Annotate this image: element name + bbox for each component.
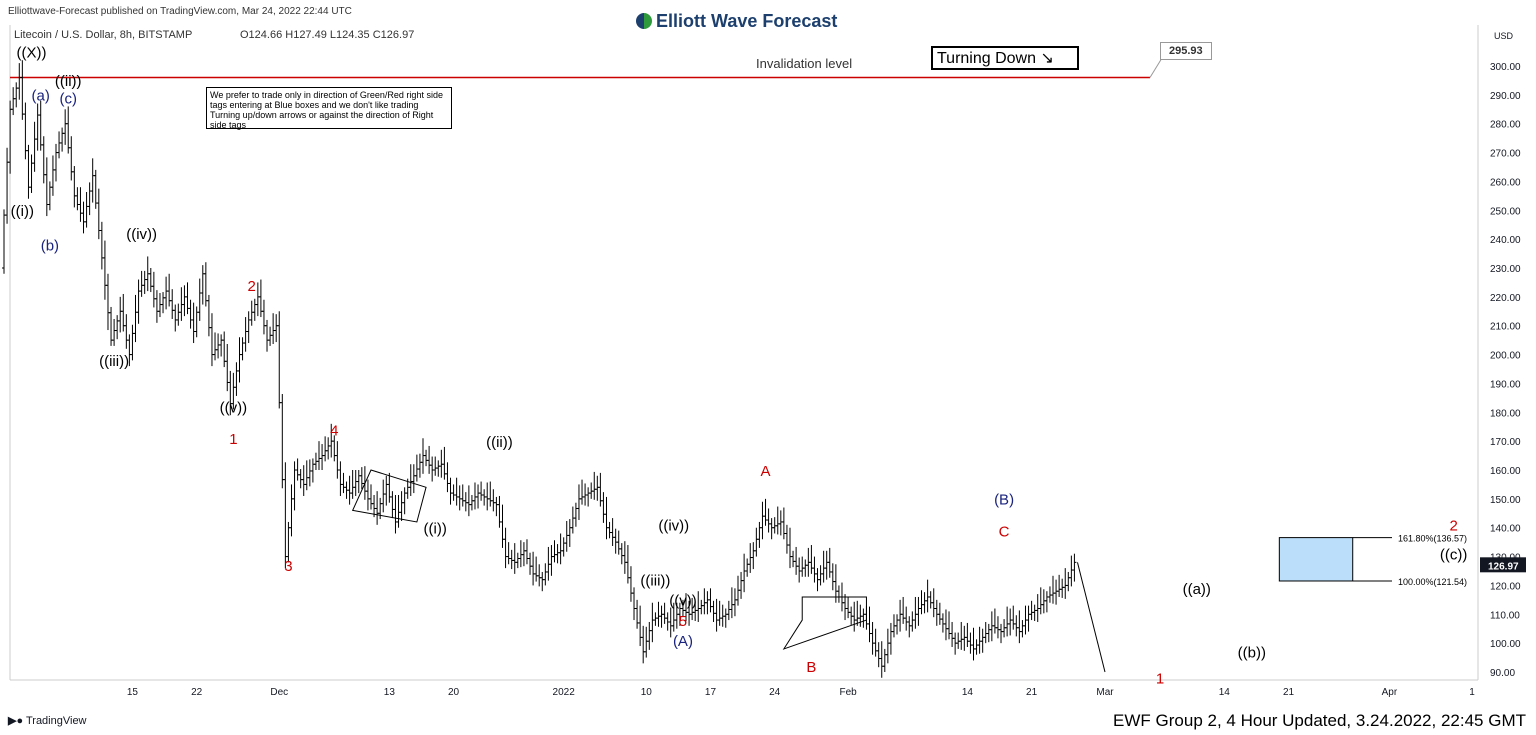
wave-label: ((v)) <box>220 399 247 416</box>
y-tick-label: 150.00 <box>1490 495 1521 506</box>
x-tick-label: 24 <box>769 687 781 698</box>
triangle-pattern <box>351 469 427 523</box>
x-tick-label: 22 <box>191 687 203 698</box>
symbol-title[interactable]: Litecoin / U.S. Dollar, 8h, BITSTAMP <box>14 29 193 41</box>
wave-label: ((ii)) <box>55 73 82 90</box>
y-tick-label: 300.00 <box>1490 62 1521 73</box>
arrow-down-right-icon: ↘ <box>1040 50 1054 67</box>
tradingview-text: TradingView <box>25 715 87 727</box>
y-tick-label: 240.00 <box>1490 235 1521 246</box>
y-tick-label: 280.00 <box>1490 120 1521 131</box>
last-price-label: 126.97 <box>1488 561 1519 572</box>
wave-label: ((X)) <box>17 44 47 61</box>
wave-label: ((iii)) <box>640 572 670 589</box>
last-price-tag <box>1480 557 1526 573</box>
logo-mark-icon <box>636 13 652 29</box>
tradingview-logo-icon: ▶● <box>8 715 24 727</box>
wave-label: ((i)) <box>11 203 34 220</box>
y-tick-label: 120.00 <box>1490 581 1521 592</box>
ewf-logo: Elliott Wave Forecast <box>636 11 837 32</box>
y-tick-label: 170.00 <box>1490 437 1521 448</box>
wave-label: (a) <box>32 88 50 105</box>
wave-label: 3 <box>284 558 292 575</box>
y-tick-label: 100.00 <box>1490 639 1521 650</box>
wave-label: B <box>806 659 816 676</box>
wave-label: A <box>761 463 771 480</box>
y-tick-label: 110.00 <box>1490 610 1520 621</box>
wave-label: 1 <box>1156 671 1164 688</box>
y-tick-label: 220.00 <box>1490 293 1521 304</box>
x-tick-label: 1 <box>1469 687 1475 698</box>
x-tick-label: 10 <box>641 687 653 698</box>
fib-label-bottom: 100.00%(121.54) <box>1398 577 1467 587</box>
y-tick-label: 230.00 <box>1490 264 1521 275</box>
published-line: Elliottwave-Forecast published on Tradin… <box>8 6 352 17</box>
x-tick-label: Mar <box>1096 687 1114 698</box>
wave-label: 5 <box>679 613 687 630</box>
wave-label: ((c)) <box>1440 546 1467 563</box>
x-tick-label: Apr <box>1382 687 1398 698</box>
x-tick-label: 15 <box>127 687 139 698</box>
wave-label: (B) <box>994 492 1014 509</box>
wave-label: C <box>999 523 1010 540</box>
y-tick-label: 180.00 <box>1490 408 1521 419</box>
caption: EWF Group 2, 4 Hour Updated, 3.24.2022, … <box>1113 711 1526 730</box>
x-tick-label: 2022 <box>553 687 576 698</box>
currency-label: USD <box>1494 31 1514 41</box>
ohlc-readout: O124.66 H127.49 L124.35 C126.97 <box>240 29 415 41</box>
x-tick-label: 17 <box>705 687 717 698</box>
x-tick-label: Dec <box>270 687 288 698</box>
turning-down-tag: Turning Down ↘ <box>931 46 1079 70</box>
invalidation-label: Invalidation level <box>756 56 853 71</box>
wave-label: ((iv)) <box>658 518 689 535</box>
blue-box <box>1278 537 1354 582</box>
wave-label: 2 <box>248 278 256 295</box>
x-tick-label: 14 <box>1219 687 1231 698</box>
x-tick-label: 21 <box>1283 687 1295 698</box>
y-tick-label: 190.00 <box>1490 379 1521 390</box>
wave-label: ((i)) <box>424 520 447 537</box>
wave-label: (c) <box>59 91 77 108</box>
y-tick-label: 270.00 <box>1490 149 1521 160</box>
x-tick-label: 13 <box>384 687 396 698</box>
wave-label: (b) <box>41 238 59 255</box>
wave-label: (A) <box>673 633 693 650</box>
logo-text: Elliott Wave Forecast <box>656 11 838 31</box>
wave-label: 1 <box>229 431 237 448</box>
wave-label: ((v)) <box>669 593 696 610</box>
trade-note: We prefer to trade only in direction of … <box>206 87 452 130</box>
turning-label: Turning Down <box>937 50 1037 67</box>
x-tick-label: 20 <box>448 687 460 698</box>
wave-label: ((iii)) <box>99 353 129 370</box>
wave-label: 2 <box>1449 518 1457 535</box>
y-tick-label: 200.00 <box>1490 351 1521 362</box>
y-tick-label: 210.00 <box>1490 322 1521 333</box>
invalidation-connector <box>1149 57 1163 78</box>
fib-label-top: 161.80%(136.57) <box>1398 534 1467 544</box>
y-tick-label: 290.00 <box>1490 91 1521 102</box>
wave-label: ((a)) <box>1183 581 1211 598</box>
x-tick-label: 21 <box>1026 687 1038 698</box>
wave-label: ((b)) <box>1238 645 1266 662</box>
invalidation-price: 295.93 <box>1160 42 1212 60</box>
y-tick-label: 140.00 <box>1490 524 1521 535</box>
x-tick-label: Feb <box>839 687 857 698</box>
wave-label: ((ii)) <box>486 434 513 451</box>
projection-line <box>1076 562 1106 673</box>
tradingview-brand[interactable]: ▶● TradingView <box>8 714 87 727</box>
y-tick-label: 90.00 <box>1490 668 1515 679</box>
wave-label: 4 <box>330 422 338 439</box>
y-tick-label: 260.00 <box>1490 177 1521 188</box>
wave-label: ((iv)) <box>126 226 157 243</box>
y-tick-label: 250.00 <box>1490 206 1521 217</box>
x-tick-label: 14 <box>962 687 974 698</box>
triangle-pattern <box>782 596 867 650</box>
y-tick-label: 160.00 <box>1490 466 1521 477</box>
